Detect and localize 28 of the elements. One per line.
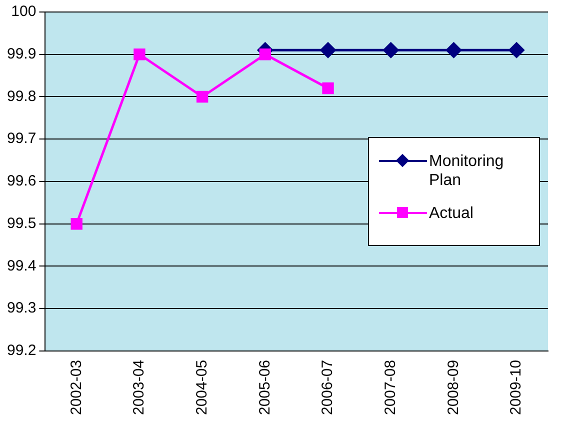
x-tick-label: 2005-06 bbox=[256, 360, 274, 416]
point bbox=[134, 48, 146, 60]
legend-label: Monitoring Plan bbox=[429, 152, 505, 190]
legend-label: Actual bbox=[429, 204, 474, 223]
x-tick-label: 2003-04 bbox=[130, 360, 148, 416]
point bbox=[70, 218, 82, 230]
x-tick-label: 2007-08 bbox=[382, 360, 400, 416]
x-tick-label: 2002-03 bbox=[68, 360, 85, 416]
y-tick-label: 99.3 bbox=[6, 300, 36, 317]
point bbox=[322, 82, 334, 94]
point bbox=[320, 42, 336, 58]
point bbox=[446, 42, 462, 58]
y-tick-label: 99.4 bbox=[6, 257, 36, 274]
point bbox=[508, 42, 524, 58]
x-tick-label: 2009-10 bbox=[508, 360, 525, 416]
point bbox=[259, 48, 272, 60]
x-tick-label: 2008-09 bbox=[444, 360, 462, 416]
y-tick-label: 99.5 bbox=[6, 214, 36, 232]
y-tick-label: 99.8 bbox=[6, 88, 36, 105]
y-tick-label: 99.9 bbox=[6, 46, 36, 63]
point bbox=[196, 90, 208, 103]
x-tick-label: 2004-05 bbox=[193, 360, 210, 416]
point bbox=[383, 42, 399, 58]
y-tick-label: 99.7 bbox=[6, 130, 36, 148]
x-tick-label: 2006-07 bbox=[319, 360, 336, 416]
y-tick-label: 99.6 bbox=[6, 172, 36, 190]
y-tick-label: 100 bbox=[11, 3, 36, 20]
y-tick-label: 99.2 bbox=[6, 342, 36, 360]
